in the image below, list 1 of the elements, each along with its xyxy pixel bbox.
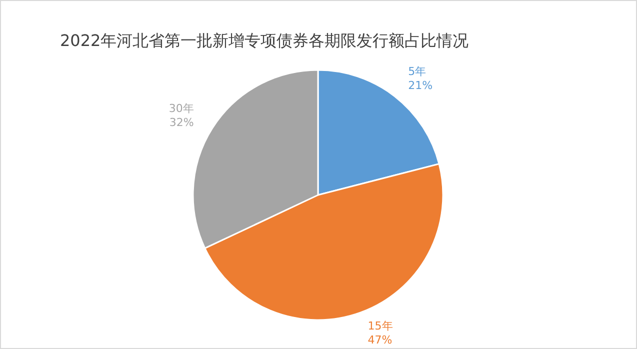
title: 2022年河北省第一批新增专项债券各期限发行额占比情况 <box>60 31 469 50</box>
